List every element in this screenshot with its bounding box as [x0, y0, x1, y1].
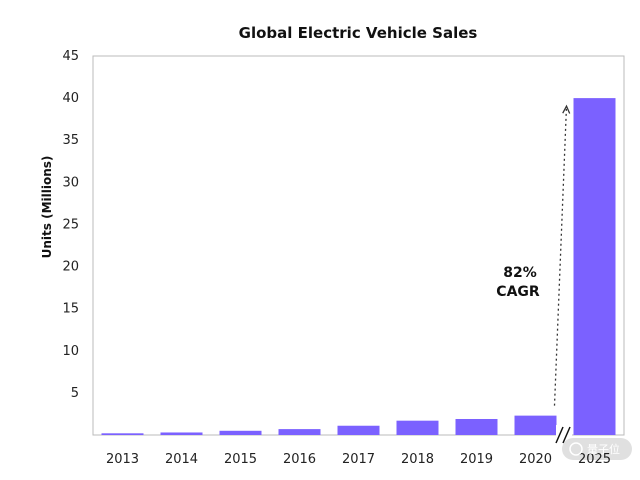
y-axis-label: Units (Millions) [40, 156, 54, 259]
y-tick-label: 25 [62, 217, 79, 232]
x-tick-label: 2017 [342, 452, 375, 467]
x-tick-label: 2013 [106, 452, 139, 467]
bar-2016 [278, 429, 321, 435]
bar-2019 [455, 418, 498, 435]
y-tick-label: 5 [71, 386, 79, 401]
watermark-text: 量子位 [587, 442, 620, 456]
watermark: 量子位 [562, 438, 632, 460]
plot-frame [92, 55, 625, 436]
bar-2018 [396, 420, 439, 435]
cagr-arrow-head [562, 104, 571, 114]
axis-break-mark [562, 426, 571, 444]
x-tick-label: 2019 [460, 452, 493, 467]
annotation-line-2: CAGR [496, 284, 540, 300]
bar-2014 [160, 432, 203, 435]
x-tick-label: 2016 [283, 452, 316, 467]
bar-2017 [337, 425, 380, 435]
bar-2025 [573, 98, 616, 435]
x-tick-label: 2025 [578, 452, 611, 467]
y-tick-label: 45 [62, 49, 79, 64]
annotation-line-1: 82% [503, 265, 537, 281]
bar-2020 [514, 415, 557, 435]
x-tick-label: 2018 [401, 452, 434, 467]
x-tick-label: 2014 [165, 452, 198, 467]
y-tick-label: 35 [62, 133, 79, 148]
y-tick-label: 30 [62, 175, 79, 190]
chart-title: Global Electric Vehicle Sales [239, 24, 478, 42]
axis-break-mark [555, 426, 564, 444]
y-tick-label: 10 [62, 344, 79, 359]
y-tick-label: 15 [62, 302, 79, 317]
y-tick-label: 20 [62, 260, 79, 275]
y-tick-label: 40 [62, 91, 79, 106]
bar-2013 [101, 433, 144, 435]
x-tick-label: 2015 [224, 452, 257, 467]
x-tick-label: 2020 [519, 452, 552, 467]
cagr-arrow-line [553, 106, 568, 406]
bar-2015 [219, 430, 262, 435]
wechat-logo-icon [569, 442, 583, 456]
